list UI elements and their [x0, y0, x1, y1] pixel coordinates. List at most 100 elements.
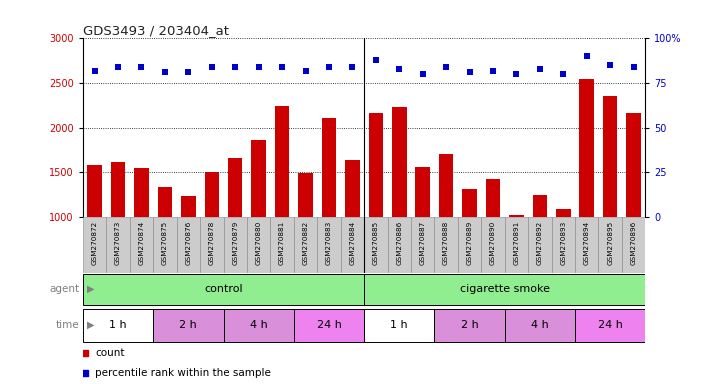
Bar: [509, 215, 523, 306]
Text: time: time: [56, 320, 79, 330]
Point: [628, 64, 640, 70]
Bar: [107, 217, 130, 273]
Bar: [345, 160, 360, 306]
Point: [557, 71, 569, 77]
Bar: [622, 217, 645, 273]
Bar: [598, 217, 622, 273]
Text: GSM270886: GSM270886: [397, 220, 402, 265]
Text: GDS3493 / 203404_at: GDS3493 / 203404_at: [83, 24, 229, 37]
Bar: [87, 165, 102, 306]
Text: GSM270878: GSM270878: [209, 220, 215, 265]
Bar: [364, 217, 388, 273]
Text: GSM270874: GSM270874: [138, 220, 144, 265]
Bar: [111, 162, 125, 306]
Text: GSM270881: GSM270881: [279, 220, 285, 265]
Text: GSM270875: GSM270875: [162, 220, 168, 265]
Text: ▶: ▶: [87, 320, 94, 330]
Bar: [364, 309, 434, 342]
Bar: [205, 172, 219, 306]
Text: cigarette smoke: cigarette smoke: [460, 284, 549, 294]
Point: [604, 62, 616, 68]
Bar: [603, 96, 617, 306]
Bar: [439, 154, 454, 306]
Text: GSM270890: GSM270890: [490, 220, 496, 265]
Text: percentile rank within the sample: percentile rank within the sample: [95, 368, 271, 378]
Text: GSM270894: GSM270894: [584, 220, 590, 265]
Bar: [368, 113, 383, 306]
Bar: [458, 217, 482, 273]
Bar: [224, 217, 247, 273]
Bar: [411, 217, 434, 273]
Text: GSM270893: GSM270893: [560, 220, 566, 265]
Text: GSM270896: GSM270896: [631, 220, 637, 265]
Text: GSM270891: GSM270891: [513, 220, 519, 265]
Point: [300, 68, 311, 74]
Point: [159, 69, 171, 75]
Bar: [270, 217, 294, 273]
Bar: [575, 217, 598, 273]
Bar: [434, 217, 458, 273]
Text: GSM270883: GSM270883: [326, 220, 332, 265]
Text: GSM270892: GSM270892: [537, 220, 543, 265]
Bar: [482, 217, 505, 273]
Bar: [294, 217, 317, 273]
Point: [581, 53, 593, 59]
Bar: [83, 309, 153, 342]
Bar: [434, 309, 505, 342]
Point: [510, 71, 522, 77]
Point: [112, 64, 124, 70]
Text: GSM270872: GSM270872: [92, 220, 97, 265]
Point: [487, 68, 499, 74]
Bar: [252, 140, 266, 306]
Text: agent: agent: [49, 284, 79, 294]
Point: [370, 57, 381, 63]
Text: control: control: [204, 284, 243, 294]
Bar: [298, 173, 313, 306]
Bar: [552, 217, 575, 273]
Bar: [247, 217, 270, 273]
Bar: [627, 113, 641, 306]
Text: GSM270876: GSM270876: [185, 220, 191, 265]
Point: [276, 64, 288, 70]
Text: 2 h: 2 h: [461, 320, 479, 330]
Point: [534, 66, 546, 72]
Text: GSM270887: GSM270887: [420, 220, 425, 265]
Point: [253, 64, 265, 70]
Point: [206, 64, 218, 70]
Bar: [130, 217, 154, 273]
Bar: [317, 217, 341, 273]
Bar: [505, 217, 528, 273]
Text: count: count: [95, 348, 125, 358]
Bar: [83, 217, 107, 273]
Text: 2 h: 2 h: [180, 320, 198, 330]
Bar: [556, 209, 570, 306]
Text: GSM270880: GSM270880: [256, 220, 262, 265]
Text: ▶: ▶: [87, 284, 94, 294]
Bar: [154, 309, 224, 342]
Point: [182, 69, 194, 75]
Bar: [462, 189, 477, 306]
Point: [464, 69, 475, 75]
Point: [229, 64, 241, 70]
Bar: [200, 217, 224, 273]
Bar: [533, 195, 547, 306]
Text: GSM270882: GSM270882: [303, 220, 309, 265]
Bar: [181, 195, 195, 306]
Text: GSM270889: GSM270889: [466, 220, 472, 265]
Bar: [134, 168, 149, 306]
Text: GSM270884: GSM270884: [350, 220, 355, 265]
Text: GSM270879: GSM270879: [232, 220, 238, 265]
Text: GSM270873: GSM270873: [115, 220, 121, 265]
Text: GSM270888: GSM270888: [443, 220, 449, 265]
Bar: [177, 217, 200, 273]
Text: GSM270885: GSM270885: [373, 220, 379, 265]
Text: 24 h: 24 h: [598, 320, 623, 330]
Bar: [340, 217, 364, 273]
Bar: [294, 309, 364, 342]
Bar: [580, 79, 594, 306]
Bar: [228, 158, 242, 306]
Point: [136, 64, 147, 70]
Text: 4 h: 4 h: [531, 320, 549, 330]
Point: [323, 64, 335, 70]
Bar: [415, 167, 430, 306]
